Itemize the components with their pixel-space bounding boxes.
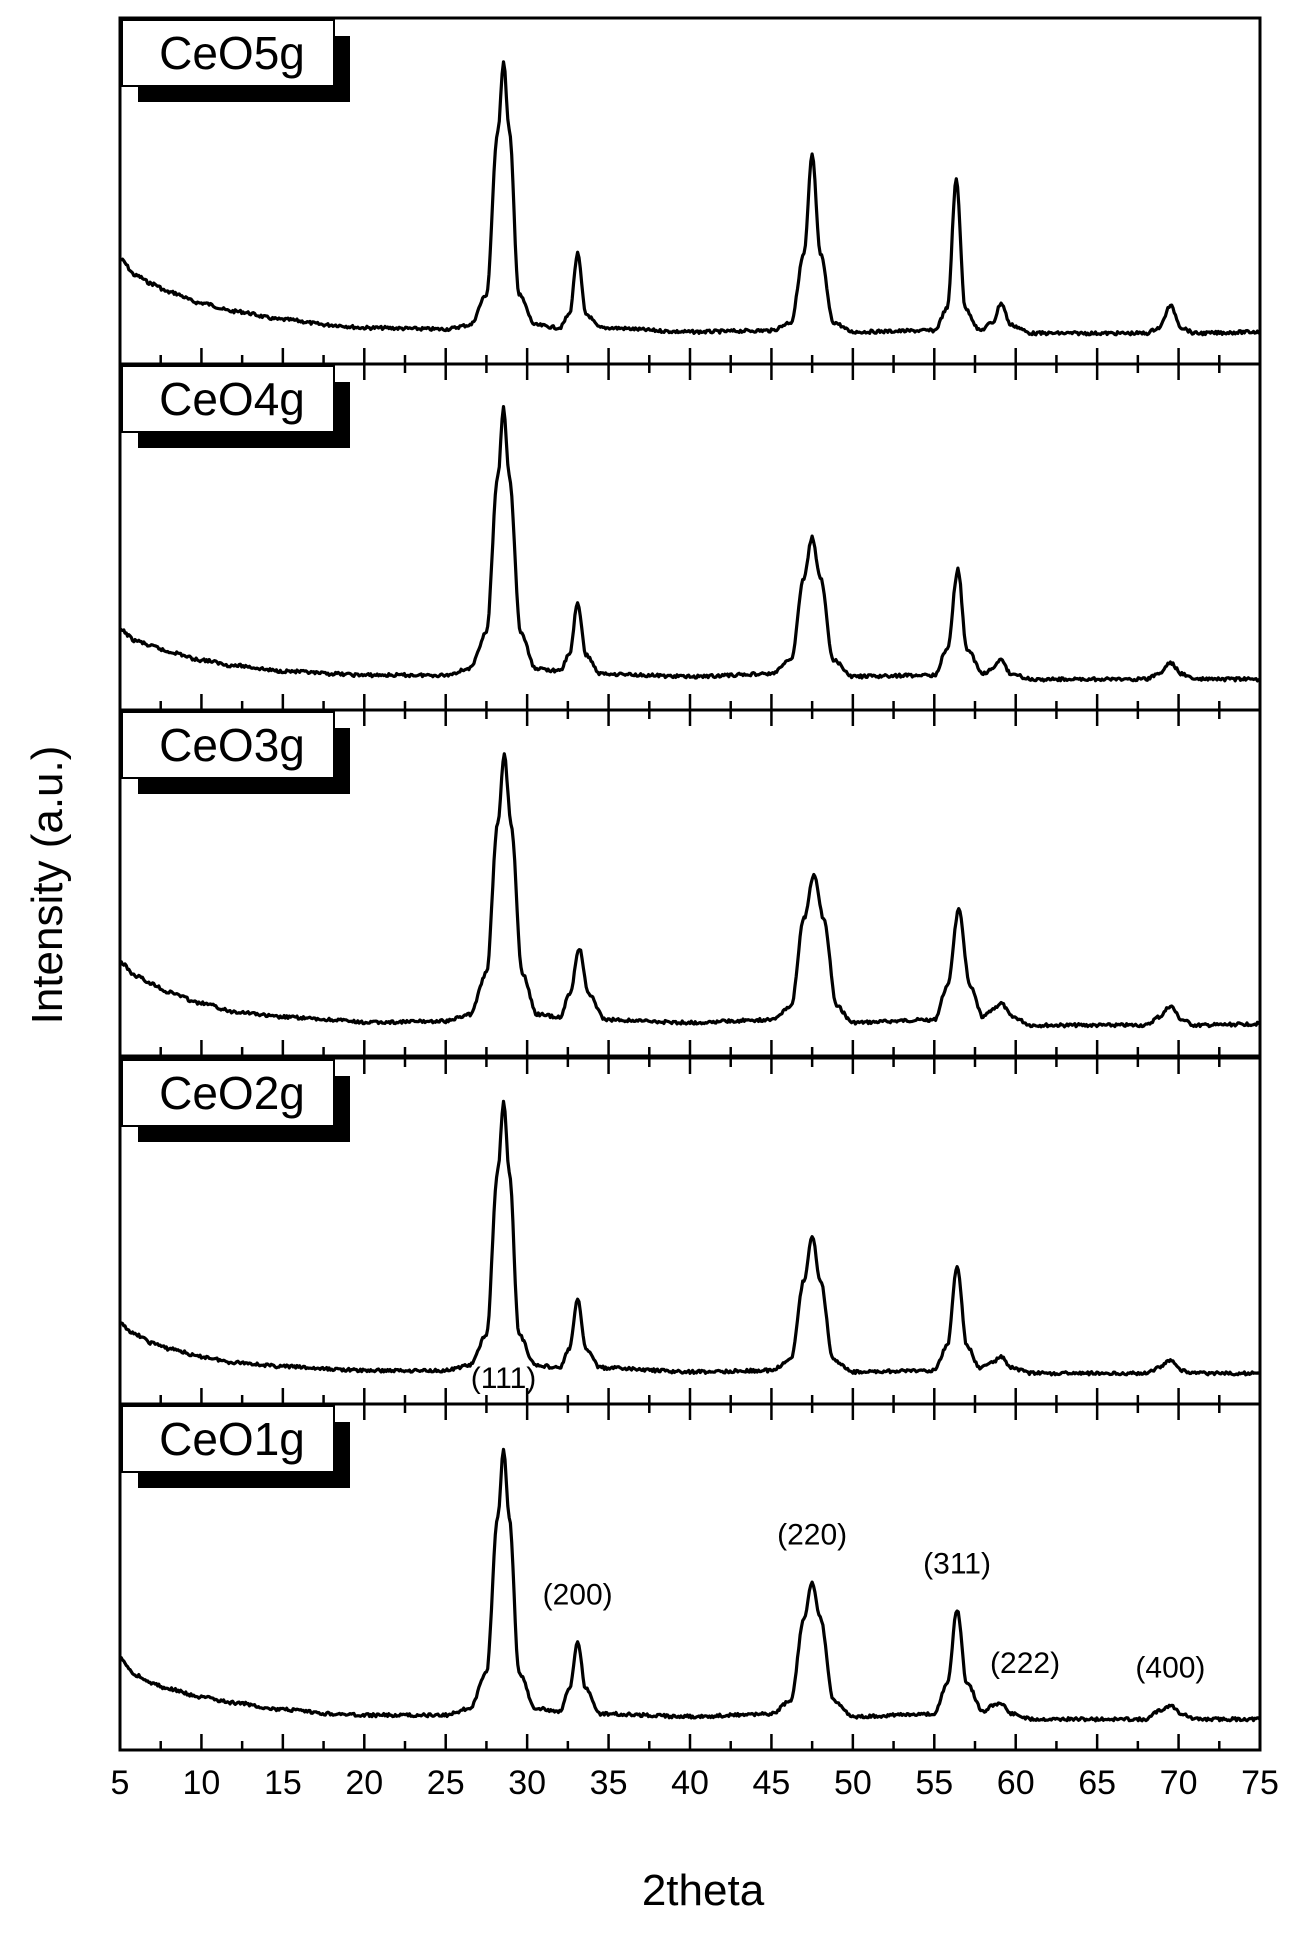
x-tick-label: 5	[111, 1764, 130, 1802]
panel-label-CeO3g: CeO3g	[159, 719, 305, 771]
panel-label-CeO1g: CeO1g	[159, 1413, 305, 1465]
x-tick-label: 70	[1160, 1764, 1198, 1802]
x-tick-label: 65	[1078, 1764, 1116, 1802]
x-tick-label: 40	[671, 1764, 709, 1802]
x-tick-label: 55	[915, 1764, 953, 1802]
x-axis-title: 2theta	[642, 1866, 765, 1915]
peak-label-200: (200)	[543, 1579, 613, 1612]
label-box	[121, 1405, 335, 1473]
x-tick-label: 75	[1241, 1764, 1279, 1802]
label-box	[121, 711, 335, 779]
label-box	[121, 1059, 335, 1127]
panel-CeO2g: CeO2g	[118, 1056, 1262, 1406]
panel-label-CeO5g: CeO5g	[159, 27, 305, 79]
series-line-CeO4g	[118, 405, 1262, 683]
x-tick-label: 25	[427, 1764, 465, 1802]
peak-label-400: (400)	[1135, 1652, 1205, 1685]
peak-label-311: (311)	[923, 1548, 991, 1581]
y-axis-title: Intensity (a.u.)	[23, 746, 72, 1025]
x-tick-label: 50	[834, 1764, 872, 1802]
panel-CeO3g: CeO3g	[118, 708, 1262, 1058]
panel-label-CeO2g: CeO2g	[159, 1067, 305, 1119]
panel-label-CeO4g: CeO4g	[159, 373, 305, 425]
panel-CeO5g: CeO5g	[118, 16, 1262, 366]
series-line-CeO2g	[119, 1099, 1262, 1377]
x-tick-label: 45	[753, 1764, 791, 1802]
label-box	[121, 365, 335, 433]
x-tick-label: 15	[264, 1764, 302, 1802]
panel-CeO1g: CeO1g (111) (200) (220) (311) (222) (400)	[118, 1362, 1262, 1752]
x-tick-label: 10	[183, 1764, 221, 1802]
series-line-CeO3g	[119, 752, 1261, 1029]
x-tick-label: 60	[997, 1764, 1035, 1802]
panel-CeO4g: CeO4g	[118, 362, 1262, 712]
x-tick-label: 30	[508, 1764, 546, 1802]
series-line-CeO1g	[118, 1447, 1262, 1723]
peak-label-222: (222)	[990, 1647, 1060, 1680]
peak-label-111: (111)	[471, 1362, 537, 1395]
x-axis-tick-labels: 5 10 15 20 25 30 35 40 45 50 55 60 65 70 75	[111, 1764, 1279, 1802]
x-tick-label: 35	[590, 1764, 628, 1802]
label-box	[121, 19, 335, 87]
series-line-CeO5g	[119, 60, 1261, 337]
peak-label-220: (220)	[777, 1518, 847, 1551]
x-tick-label: 20	[345, 1764, 383, 1802]
